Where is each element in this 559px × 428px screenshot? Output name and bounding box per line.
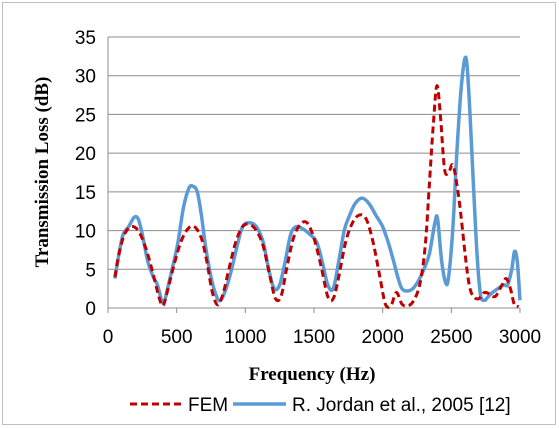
y-tick-label-15: 15 [75,183,96,204]
y-tick-label-10: 10 [75,222,96,243]
y-tick-label-30: 30 [75,67,96,88]
series-line-fem [113,84,520,309]
x-tick-label-2000: 2000 [362,327,404,348]
series-lines [113,55,522,309]
x-tick-label-1000: 1000 [224,327,266,348]
x-tick-label-3000: 3000 [499,327,541,348]
x-tick-label-0: 0 [103,327,114,348]
legend-label-fem: FEM [188,395,228,416]
x-tick-label-500: 500 [161,327,193,348]
x-tick-label-1500: 1500 [293,327,335,348]
axes [107,37,521,313]
legend-label-jordan: R. Jordan et al., 2005 [12] [292,395,511,416]
y-tick-label-35: 35 [75,28,96,49]
y-tick-label-5: 5 [85,260,96,281]
y-axis-title: Transmission Loss (dB) [32,77,53,268]
series-line-jordan [113,55,522,305]
x-tick-label-2500: 2500 [430,327,472,348]
y-tick-label-20: 20 [75,144,96,165]
y-tick-label-25: 25 [75,105,96,126]
y-tick-label-0: 0 [85,299,96,320]
tick-labels: 0 5 10 15 20 25 30 35 0 500 1000 1500 2000 2500 3000 [75,28,541,348]
x-axis-title: Frequency (Hz) [249,364,376,385]
legend: FEM R. Jordan et al., 2005 [12] [130,395,511,416]
